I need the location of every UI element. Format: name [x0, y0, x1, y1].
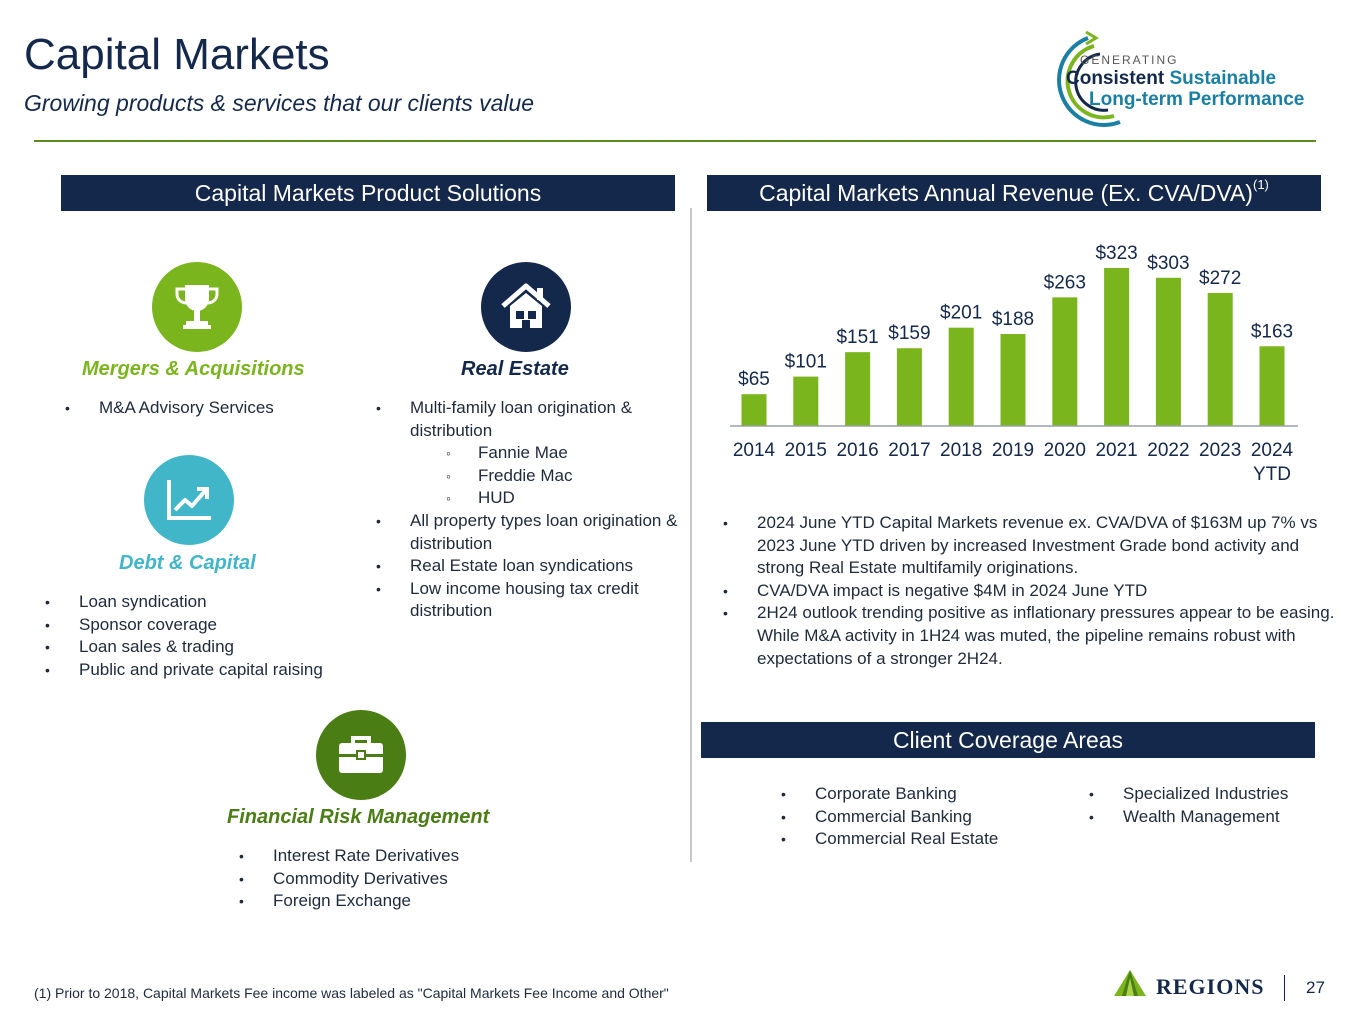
- footer-divider: [1284, 975, 1285, 1001]
- list-item: Foreign Exchange: [236, 890, 556, 913]
- page-title: Capital Markets: [24, 30, 330, 79]
- x-tick-label: 2018: [940, 440, 982, 461]
- client-coverage-header: Client Coverage Areas: [701, 722, 1315, 758]
- list-item: Low income housing tax credit distributi…: [373, 578, 685, 623]
- x-tick-label: 2023: [1199, 440, 1241, 461]
- trophy-icon: [152, 262, 242, 352]
- list-item: M&A Advisory Services: [62, 397, 342, 420]
- page-number: 27: [1306, 978, 1325, 997]
- badge-word-sustainable: Sustainable: [1169, 68, 1277, 89]
- regions-logo-text: REGIONS: [1156, 974, 1265, 999]
- chart-trend-icon: [144, 455, 234, 545]
- bar-value-label: $65: [738, 369, 770, 390]
- bar-2024-ytd: [1259, 346, 1285, 426]
- regions-logo-icon: [1114, 970, 1146, 996]
- list-item: Specialized Industries: [1086, 783, 1336, 806]
- list-item: CVA/DVA impact is negative $4M in 2024 J…: [720, 580, 1345, 603]
- bar-value-label: $151: [836, 327, 878, 348]
- list-item: Real Estate loan syndications: [373, 555, 685, 578]
- bar-2015: [793, 376, 819, 426]
- risk-management-list: Interest Rate Derivatives Commodity Deri…: [236, 845, 556, 913]
- house-icon: [481, 262, 571, 352]
- bar-2023: [1207, 292, 1233, 426]
- bar-value-label: $188: [992, 309, 1034, 330]
- bar-2019: [1000, 334, 1026, 426]
- list-item: Commercial Banking: [778, 806, 1048, 829]
- regions-logo: REGIONS: [1112, 968, 1272, 1002]
- bar-value-label: $159: [888, 323, 930, 344]
- coverage-list-left: Corporate Banking Commercial Banking Com…: [778, 783, 1048, 851]
- revenue-bar-chart: $65 2014 $101 2015 $151 2016 $159 2017 $201 2018 $…: [730, 243, 1298, 485]
- badge-line-generating: GENERATING: [1080, 53, 1179, 67]
- bar-2021: [1104, 268, 1130, 426]
- category-title-mergers: Mergers & Acquisitions: [82, 358, 305, 380]
- badge-arc-icon: [1057, 30, 1121, 127]
- list-item: Loan sales & trading: [42, 636, 362, 659]
- list-item: 2H24 outlook trending positive as inflat…: [720, 602, 1345, 670]
- x-tick-label: 2024: [1251, 440, 1294, 461]
- bar-value-label: $303: [1147, 253, 1189, 274]
- category-title-risk-management: Financial Risk Management: [227, 806, 490, 828]
- x-tick-label: YTD: [1253, 464, 1291, 485]
- badge-line-performance: Long-term Performance: [1089, 89, 1305, 110]
- list-item: 2024 June YTD Capital Markets revenue ex…: [720, 512, 1345, 580]
- x-tick-label: 2014: [733, 440, 776, 461]
- list-item: Wealth Management: [1086, 806, 1336, 829]
- list-item: All property types loan origination & di…: [373, 510, 685, 555]
- category-title-debt-capital: Debt & Capital: [119, 552, 256, 574]
- debt-capital-list: Loan syndication Sponsor coverage Loan s…: [42, 591, 362, 681]
- briefcase-icon: [316, 710, 406, 800]
- product-solutions-header: Capital Markets Product Solutions: [61, 175, 675, 211]
- footnote: (1) Prior to 2018, Capital Markets Fee i…: [34, 985, 669, 1001]
- list-subitem: Freddie Mac: [373, 465, 685, 488]
- category-title-real-estate: Real Estate: [461, 358, 569, 380]
- x-tick-label: 2016: [836, 440, 878, 461]
- revenue-notes: 2024 June YTD Capital Markets revenue ex…: [720, 512, 1345, 670]
- revenue-heading-footnote-ref: (1): [1252, 177, 1269, 192]
- x-tick-label: 2017: [888, 440, 930, 461]
- bar-value-label: $323: [1095, 243, 1137, 264]
- x-tick-label: 2020: [1044, 440, 1086, 461]
- list-item: Commercial Real Estate: [778, 828, 1048, 851]
- real-estate-list: Multi-family loan origination & distribu…: [373, 397, 685, 623]
- bar-2016: [845, 352, 871, 426]
- page-subtitle: Growing products & services that our cli…: [24, 90, 535, 116]
- list-item: Commodity Derivatives: [236, 868, 556, 891]
- x-tick-label: 2019: [992, 440, 1034, 461]
- bar-value-label: $201: [940, 303, 982, 324]
- bar-2018: [948, 327, 974, 426]
- list-subitem: HUD: [373, 487, 685, 510]
- badge-word-consistent: Consistent: [1066, 68, 1165, 89]
- bar-value-label: $101: [785, 352, 827, 373]
- mergers-list: M&A Advisory Services: [62, 397, 342, 420]
- list-item: Sponsor coverage: [42, 614, 362, 637]
- revenue-header: Capital Markets Annual Revenue (Ex. CVA/…: [707, 175, 1321, 211]
- bar-2022: [1155, 277, 1181, 426]
- section-divider: [690, 208, 692, 862]
- client-coverage-heading: Client Coverage Areas: [892, 727, 1124, 753]
- list-item: Loan syndication: [42, 591, 362, 614]
- product-solutions-heading: Capital Markets Product Solutions: [194, 180, 542, 206]
- list-item: Interest Rate Derivatives: [236, 845, 556, 868]
- bar-2020: [1052, 297, 1078, 426]
- revenue-heading: Capital Markets Annual Revenue (Ex. CVA/…: [759, 180, 1253, 206]
- list-subitem: Fannie Mae: [373, 442, 685, 465]
- x-tick-label: 2022: [1147, 440, 1189, 461]
- x-tick-label: 2021: [1095, 440, 1137, 461]
- x-tick-label: 2015: [785, 440, 827, 461]
- header-rule: [34, 140, 1316, 142]
- bar-2014: [741, 394, 767, 426]
- bar-2017: [896, 348, 922, 426]
- bar-value-label: $272: [1199, 268, 1241, 289]
- performance-badge: GENERATING Consistent Sustainable Long-t…: [1036, 26, 1326, 132]
- list-item: Corporate Banking: [778, 783, 1048, 806]
- coverage-list-right: Specialized Industries Wealth Management: [1086, 783, 1336, 828]
- bar-value-label: $163: [1251, 321, 1293, 342]
- list-item: Public and private capital raising: [42, 659, 362, 682]
- bar-value-label: $263: [1044, 272, 1086, 293]
- list-item: Multi-family loan origination & distribu…: [373, 397, 685, 442]
